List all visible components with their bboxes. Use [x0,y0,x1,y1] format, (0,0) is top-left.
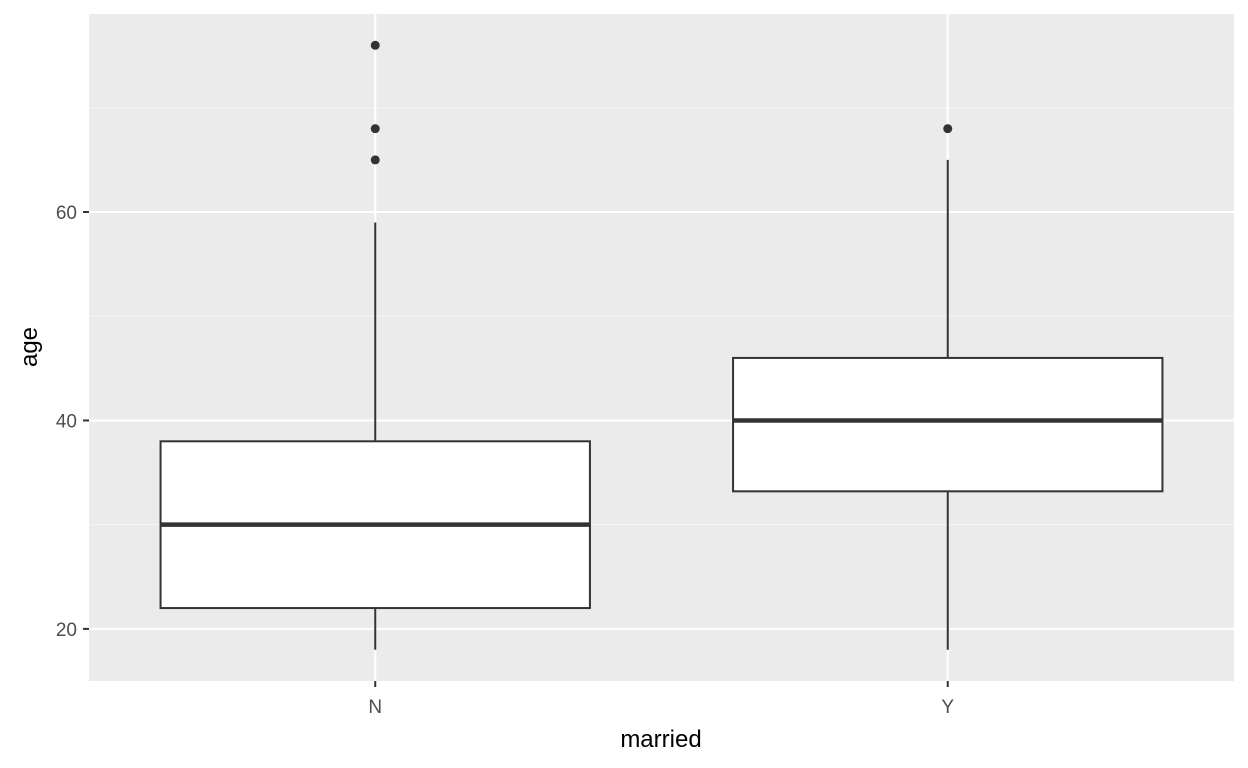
box-layer [159,40,1164,650]
x-axis-title: married [620,726,701,753]
box-group-Y [732,124,1164,650]
y-tick-label: 40 [56,411,77,432]
outlier-point [370,40,380,50]
box [732,356,1164,493]
y-tick-label: 20 [56,620,77,641]
y-axis-title: age [16,327,43,367]
x-tick-label: Y [941,697,954,718]
outlier-point [943,124,953,134]
y-axis: 20 40 60 [56,203,89,641]
outlier-point [370,155,380,165]
y-tick-label: 60 [56,203,77,224]
x-tick-label: N [368,697,382,718]
box-group-N [159,40,591,650]
outlier-point [370,124,380,134]
